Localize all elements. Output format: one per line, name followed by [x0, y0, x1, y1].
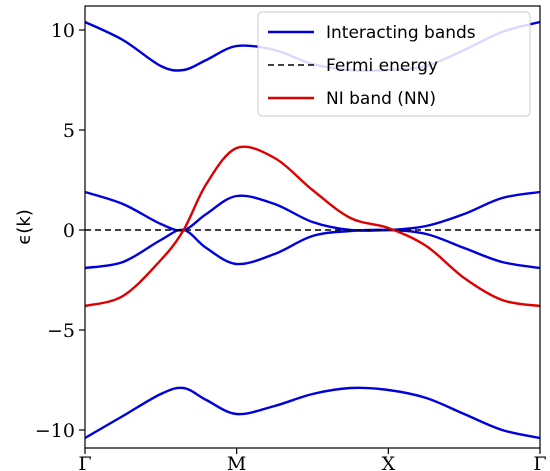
legend-box: [257, 11, 531, 117]
y-axis-label: ϵ(k): [14, 209, 35, 245]
series-line-1: [84, 190, 541, 232]
legend-label: NI band (NN): [326, 89, 436, 109]
x-tick-label: M: [227, 453, 246, 471]
x-tick-label: Γ: [533, 453, 546, 471]
y-tick-label: 10: [51, 20, 75, 42]
series-line-2: [84, 228, 541, 270]
y-tick-label: −10: [35, 420, 75, 442]
x-tick-label: Γ: [78, 453, 91, 471]
ticks-layer: −10 −5 0 5 10 Γ M X Γ: [35, 20, 547, 471]
series-line-3: [84, 386, 541, 440]
series-line-5: [84, 145, 541, 308]
legend: Interacting bands Fermi energy NI band (NN…: [257, 11, 531, 117]
legend-label: Fermi energy: [326, 56, 438, 76]
legend-label: Interacting bands: [326, 23, 476, 43]
x-tick-label: X: [382, 453, 396, 471]
y-tick-label: 5: [63, 120, 75, 142]
plot-frame: [84, 5, 541, 449]
y-tick-label: 0: [63, 220, 75, 242]
y-tick-label: −5: [47, 320, 75, 342]
